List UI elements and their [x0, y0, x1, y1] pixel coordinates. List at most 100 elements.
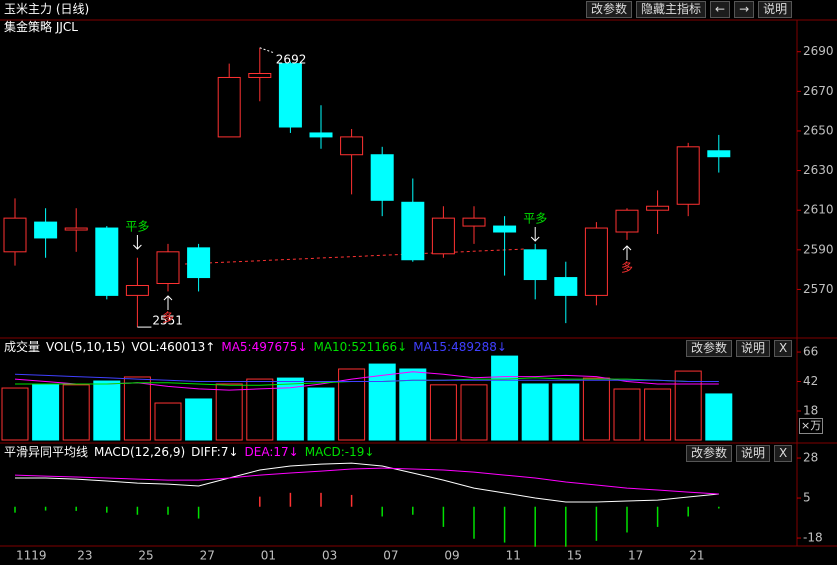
volume-bar	[307, 387, 335, 441]
leader-line	[259, 47, 274, 54]
indicator-line	[14, 373, 719, 382]
indicator-line	[14, 371, 719, 391]
panel-button[interactable]: 改参数	[686, 340, 733, 357]
volume-bar	[1, 387, 29, 441]
macd-bar	[14, 506, 16, 513]
x-tick-label: 01	[261, 549, 276, 563]
y-tick-label: 2690	[803, 44, 834, 58]
panel-button[interactable]: 说明	[736, 340, 771, 357]
legend-entry: MA10:521166↓	[313, 340, 408, 354]
candle-body	[584, 227, 608, 296]
candle-body	[217, 76, 241, 138]
panel-toolbar: 改参数 说明 X	[686, 445, 793, 462]
signal-arrow-head	[530, 236, 540, 242]
macd-bar	[75, 506, 77, 511]
signal-arrow-head	[622, 245, 632, 251]
volume-bar	[521, 383, 549, 441]
macd-bar	[656, 506, 659, 527]
panel-title: 集金策略 JJCL	[4, 20, 78, 34]
volume-bar	[215, 383, 243, 441]
toolbar-button[interactable]: 改参数	[586, 1, 633, 18]
panel-title: 平滑异同平均线	[4, 445, 89, 459]
y-tick-label: 18	[803, 404, 818, 418]
volume-bar	[338, 368, 366, 441]
macd-bar	[442, 506, 445, 527]
panel-button[interactable]: X	[774, 445, 793, 462]
volume-bar	[399, 368, 427, 441]
macd-bar	[626, 506, 628, 533]
x-tick-label: 11	[506, 549, 521, 563]
title: 玉米主力 (日线)	[4, 2, 90, 16]
panel-button[interactable]: X	[774, 340, 793, 357]
candle-body	[248, 73, 272, 78]
toolbar: 改参数 隐藏主指标 ← → 说明	[586, 1, 793, 18]
macd-bar	[320, 492, 322, 507]
indicator-line	[14, 467, 719, 495]
indicator-line	[15, 462, 719, 503]
macd-bar	[687, 506, 689, 517]
y-tick-label: 2590	[803, 242, 834, 256]
unit-label: ×万	[799, 418, 824, 434]
candle-body	[64, 227, 88, 231]
macd-bar	[718, 506, 720, 509]
volume-bar	[154, 402, 182, 441]
macd-bar	[350, 494, 353, 507]
volume-bar	[644, 388, 672, 441]
x-tick-label: 03	[322, 549, 337, 563]
x-tick-label: 23	[77, 549, 92, 563]
toolbar-button[interactable]: ←	[710, 1, 731, 18]
legend-entry: MA15:489288↓	[413, 340, 507, 354]
volume-bar	[674, 370, 702, 441]
volume-bar	[93, 380, 121, 441]
candle-body	[554, 277, 578, 296]
panel-button[interactable]: 说明	[736, 445, 771, 462]
panel-button[interactable]: 改参数	[686, 445, 733, 462]
candle-body	[309, 132, 333, 138]
x-tick-label: 07	[383, 549, 398, 563]
y-tick-label: -18	[803, 531, 823, 545]
candle-body	[431, 217, 455, 255]
panel-title: 成交量	[4, 340, 41, 354]
y-tick-label: 2570	[803, 282, 834, 296]
window-title: 玉米主力 (日线)	[4, 1, 89, 17]
macd-bar	[534, 506, 536, 547]
toolbar-button[interactable]: 隐藏主指标	[636, 1, 707, 18]
legend-entry: MACD:-19↓	[304, 445, 375, 459]
volume-bar	[705, 393, 733, 441]
toolbar-button[interactable]: →	[734, 1, 755, 18]
macd-bar	[503, 506, 506, 543]
macd-bar	[167, 506, 169, 515]
volume-bar	[491, 355, 519, 441]
macd-bar	[565, 506, 567, 547]
candle-body	[95, 227, 119, 296]
candle-body	[615, 209, 639, 233]
macd-bar	[197, 506, 200, 519]
volume-bar	[32, 384, 60, 441]
signal-label: 多	[162, 311, 174, 325]
macd-bar	[473, 506, 475, 539]
panel-header: 成交量 VOL(5,10,15) VOL:460013↑ MA5:497675↓ MA1…	[4, 339, 507, 355]
candle-body	[523, 249, 547, 281]
candle-body	[646, 205, 670, 211]
toolbar-button[interactable]: 说明	[758, 1, 793, 18]
candle-body	[34, 221, 58, 239]
x-tick-label: 25	[138, 549, 153, 563]
y-tick-label: 2630	[803, 163, 834, 177]
candle-body	[462, 217, 486, 227]
volume-bar	[429, 384, 457, 441]
signal-arrow-head	[163, 295, 173, 301]
x-tick-label: 15	[567, 549, 582, 563]
y-tick-label: 42	[803, 374, 818, 388]
candle-body	[370, 154, 394, 201]
legend-entry: DEA:17↓	[244, 445, 299, 459]
macd-bar	[44, 506, 47, 511]
indicator-name: VOL(5,10,15)	[46, 340, 126, 354]
y-tick-label: 28	[803, 451, 818, 465]
panel-header: 平滑异同平均线 MACD(12,26,9) DIFF:7↓ DEA:17↓ MACD:-…	[4, 444, 374, 460]
signal-label: 平多	[125, 220, 149, 234]
candle-body	[493, 225, 517, 233]
macd-bar	[289, 492, 292, 507]
macd-bar	[412, 506, 414, 515]
volume-bar	[552, 383, 580, 441]
position-line	[184, 248, 526, 265]
